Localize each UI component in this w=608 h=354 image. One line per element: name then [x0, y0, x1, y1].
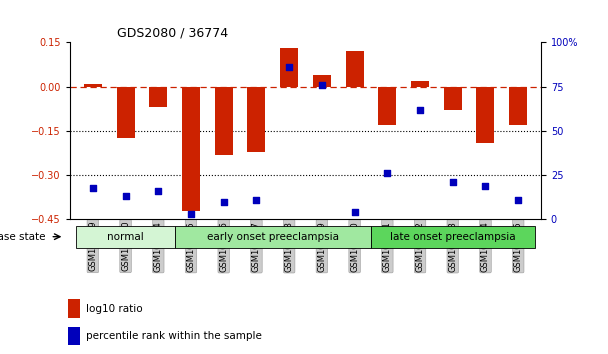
Point — [317, 82, 326, 88]
FancyBboxPatch shape — [174, 226, 371, 249]
Bar — [411, 81, 429, 87]
Point — [219, 199, 229, 205]
Point — [252, 197, 261, 203]
Bar — [68, 299, 80, 318]
Point — [153, 188, 163, 194]
Text: disease state: disease state — [0, 232, 46, 242]
Bar — [68, 327, 80, 345]
Text: log10 ratio: log10 ratio — [86, 303, 143, 314]
Point — [285, 64, 294, 70]
Point — [88, 185, 98, 190]
Text: GDS2080 / 36774: GDS2080 / 36774 — [117, 27, 228, 40]
Point — [350, 210, 359, 215]
Bar — [313, 75, 331, 87]
Point — [448, 179, 458, 185]
Bar — [84, 84, 102, 87]
Bar — [280, 48, 298, 87]
Text: percentile rank within the sample: percentile rank within the sample — [86, 331, 262, 341]
Point — [481, 183, 491, 189]
Bar — [477, 87, 494, 143]
Text: normal: normal — [107, 232, 144, 242]
Bar — [510, 87, 527, 125]
Text: late onset preeclampsia: late onset preeclampsia — [390, 232, 516, 242]
Bar — [444, 87, 461, 110]
Point — [415, 107, 425, 113]
Bar — [378, 87, 396, 125]
FancyBboxPatch shape — [371, 226, 534, 249]
Bar — [345, 51, 364, 87]
Point — [513, 197, 523, 203]
Bar — [150, 87, 167, 107]
Point — [382, 171, 392, 176]
Point — [186, 211, 196, 217]
Bar — [117, 87, 134, 138]
Bar — [247, 87, 266, 152]
Point — [120, 194, 130, 199]
Bar — [182, 87, 200, 211]
Text: early onset preeclampsia: early onset preeclampsia — [207, 232, 339, 242]
Bar — [215, 87, 233, 155]
FancyBboxPatch shape — [77, 226, 174, 249]
